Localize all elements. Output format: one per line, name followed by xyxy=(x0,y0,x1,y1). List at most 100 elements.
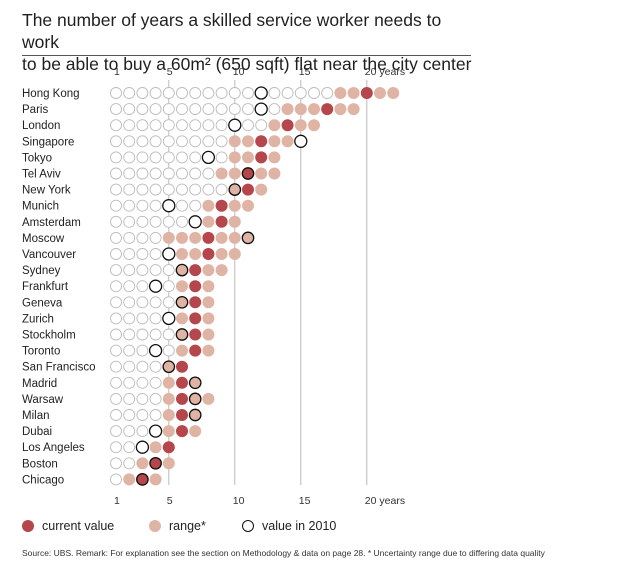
empty-dot xyxy=(149,167,162,180)
empty-dot xyxy=(136,248,149,260)
range-dot xyxy=(215,231,228,244)
current-value-dot xyxy=(162,441,175,454)
empty-dot xyxy=(110,280,122,293)
x-tick-label-top-10: 10 xyxy=(233,66,245,78)
empty-dot xyxy=(242,119,254,132)
range-dot xyxy=(189,409,202,421)
empty-dot xyxy=(215,103,228,116)
value-2010-ring xyxy=(241,231,255,245)
empty-dot xyxy=(149,87,162,99)
city-row: Hong Kong xyxy=(22,86,400,100)
empty-dot xyxy=(136,409,149,421)
city-label: Frankfurt xyxy=(22,281,69,293)
empty-dot xyxy=(123,151,136,164)
empty-dot xyxy=(110,215,122,228)
empty-dot xyxy=(110,151,122,164)
city-row: Chicago xyxy=(22,473,162,486)
range-dot xyxy=(189,248,202,260)
range-dot xyxy=(176,328,188,341)
empty-dot xyxy=(123,344,136,357)
value-2010-ring xyxy=(188,408,202,422)
legend-current-label: current value xyxy=(42,519,115,533)
city-row: Munich xyxy=(22,199,254,213)
current-value-dot xyxy=(149,457,162,470)
empty-dot xyxy=(110,376,122,389)
city-row: Stockholm xyxy=(22,328,215,342)
empty-dot xyxy=(123,199,136,212)
empty-dot xyxy=(136,392,149,405)
empty-dot xyxy=(123,135,136,148)
range-dot xyxy=(176,248,188,260)
range-dot xyxy=(162,392,175,405)
x-tick-label-top-15: 15 xyxy=(299,66,311,78)
empty-dot xyxy=(215,151,228,164)
empty-dot xyxy=(189,87,202,99)
city-label: Munich xyxy=(22,201,59,213)
city-label: Tokyo xyxy=(22,152,52,164)
empty-dot xyxy=(202,87,215,99)
range-dot xyxy=(149,441,162,454)
city-row: Dubai xyxy=(22,424,202,438)
empty-dot xyxy=(228,103,241,116)
current-value-dot xyxy=(189,344,202,357)
empty-dot xyxy=(110,231,122,244)
city-row: Paris xyxy=(22,102,360,116)
range-dot xyxy=(334,87,347,99)
empty-dot xyxy=(162,151,175,164)
range-dot xyxy=(387,87,400,99)
city-row: New York xyxy=(22,183,268,197)
empty-dot xyxy=(321,87,334,99)
empty-dot xyxy=(149,215,162,228)
city-label: Paris xyxy=(22,104,48,116)
current-value-dot xyxy=(136,473,149,486)
empty-dot xyxy=(294,87,307,99)
range-dot xyxy=(176,344,188,357)
range-dot xyxy=(162,360,175,373)
x-tick-label-bottom-5: 5 xyxy=(167,495,173,507)
empty-dot xyxy=(110,296,122,309)
empty-dot xyxy=(110,392,122,405)
empty-dot xyxy=(123,360,136,373)
empty-dot xyxy=(149,312,162,325)
dot-range-chart: 1 5 10 15 20 years 1 5 10 15 20 years Hong KongP… xyxy=(22,66,405,507)
range-dot xyxy=(347,87,360,99)
value-2010-ring xyxy=(228,118,242,132)
current-value-dot xyxy=(215,199,228,212)
city-label: Warsaw xyxy=(22,394,64,406)
value-2010-ring xyxy=(148,343,163,358)
range-dot xyxy=(149,473,162,486)
city-row: Toronto xyxy=(22,343,215,358)
x-tick-label-top-5: 5 xyxy=(167,66,173,78)
current-value-dot xyxy=(176,376,188,389)
range-dot xyxy=(308,119,320,132)
range-dot xyxy=(334,103,347,116)
range-dot xyxy=(202,344,215,357)
city-row: Tokyo xyxy=(22,150,281,165)
empty-dot xyxy=(162,183,175,196)
range-dot xyxy=(294,103,307,116)
empty-dot xyxy=(123,392,136,405)
empty-dot xyxy=(149,264,162,277)
city-row: Moscow xyxy=(22,231,255,245)
empty-dot xyxy=(149,360,162,373)
value-2010-ring xyxy=(201,150,216,165)
value-2010-ring xyxy=(162,311,176,326)
city-label: Dubai xyxy=(22,426,52,438)
empty-dot xyxy=(110,119,122,132)
city-label: Vancouver xyxy=(22,249,76,261)
empty-dot xyxy=(136,183,149,196)
range-dot xyxy=(215,248,228,260)
x-axis-top: 1 5 10 15 20 years xyxy=(114,66,405,78)
empty-dot xyxy=(202,183,215,196)
range-dot xyxy=(162,425,175,438)
range-dot xyxy=(162,409,175,421)
empty-dot xyxy=(123,103,136,116)
current-value-dot xyxy=(189,312,202,325)
city-row: Vancouver xyxy=(22,247,241,261)
value-2010-ring xyxy=(188,215,202,229)
empty-dot xyxy=(136,87,149,99)
range-dot xyxy=(242,151,254,164)
empty-dot xyxy=(123,215,136,228)
empty-dot xyxy=(110,344,122,357)
title-rule xyxy=(22,55,471,56)
